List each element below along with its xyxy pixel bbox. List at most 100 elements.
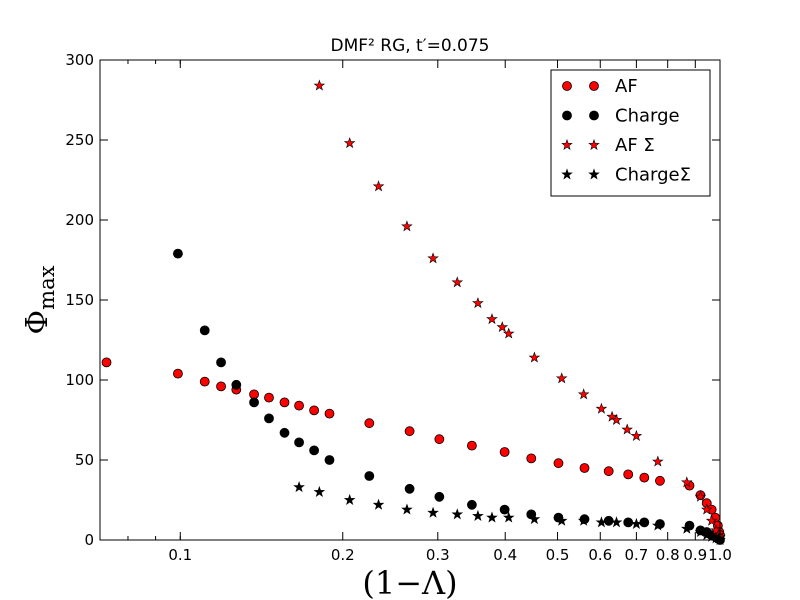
data-point (434, 434, 445, 445)
data-point (343, 137, 356, 149)
data-point (555, 514, 568, 526)
x-tick-label: 0.7 (624, 546, 648, 564)
legend: AF Charge AF Σ ChargeΣ (550, 69, 711, 197)
data-point (621, 423, 633, 435)
legend-entry: Charge (562, 106, 680, 127)
x-tick-label: 0.1 (168, 546, 192, 564)
y-axis-label-sub: max (35, 265, 59, 309)
data-point (705, 514, 718, 526)
data-point (313, 485, 326, 497)
data-point (324, 455, 335, 465)
data-point (309, 405, 320, 416)
data-point (216, 381, 226, 392)
y-tick-label: 200 (65, 211, 94, 229)
data-point (372, 498, 385, 510)
data-point (610, 516, 623, 528)
series-3 (293, 481, 726, 545)
data-point (603, 466, 614, 477)
legend-marker (588, 138, 600, 150)
x-tick-label: 0.9 (683, 546, 707, 564)
data-point (427, 506, 439, 518)
data-point (199, 376, 210, 387)
data-point (101, 357, 112, 368)
series-0 (101, 357, 725, 541)
data-point (595, 402, 608, 414)
data-point (652, 519, 664, 531)
legend-entries: AF Charge AF Σ ChargeΣ (561, 76, 691, 186)
data-point (467, 440, 477, 451)
data-point (630, 429, 643, 441)
data-point (528, 513, 541, 525)
data-point (279, 427, 290, 438)
data-point (427, 252, 439, 264)
data-point (294, 400, 304, 411)
data-point (681, 476, 693, 488)
legend-marker (562, 81, 572, 91)
data-point (364, 471, 375, 481)
x-tick-label: 1.0 (708, 546, 732, 564)
chart-title: DMF² RG, t′=0.075 (331, 36, 490, 56)
data-point (401, 503, 413, 515)
data-point (404, 483, 415, 494)
legend-marker (589, 110, 599, 121)
legend-entry: AF (562, 76, 638, 97)
data-point (595, 516, 608, 528)
data-point (577, 388, 590, 400)
y-tick-label: 250 (65, 131, 94, 149)
data-points (101, 79, 726, 545)
data-point (694, 490, 707, 502)
y-tick-label: 300 (65, 51, 94, 69)
legend-label: AF Σ (615, 135, 655, 156)
data-point (681, 522, 693, 534)
y-tick-label: 50 (75, 451, 94, 469)
data-point (579, 463, 590, 473)
legend-marker (589, 81, 599, 91)
data-point (372, 180, 385, 192)
data-point (486, 313, 498, 325)
data-point (502, 327, 515, 339)
legend-entry: AF Σ (561, 135, 655, 156)
data-point (173, 368, 183, 379)
data-point (173, 248, 183, 259)
y-tick-label: 150 (65, 291, 94, 309)
legend-marker (561, 138, 573, 150)
data-point (526, 453, 537, 464)
y-tick-label: 100 (65, 371, 94, 389)
data-point (623, 469, 634, 480)
legend-marker (562, 110, 572, 121)
x-tick-label: 0.4 (493, 546, 517, 564)
data-point (364, 418, 375, 429)
data-point (293, 481, 305, 493)
legend-entry: ChargeΣ (561, 165, 691, 186)
data-point (467, 499, 477, 510)
x-tick-label: 0.3 (426, 546, 450, 564)
data-point (700, 529, 713, 541)
data-point (343, 493, 356, 505)
data-point (655, 475, 665, 486)
data-point (401, 220, 413, 232)
data-point (309, 445, 320, 456)
data-point (499, 504, 510, 515)
data-point (216, 357, 226, 368)
data-point (639, 472, 650, 483)
data-point (555, 372, 568, 384)
data-point (472, 297, 484, 309)
data-point (694, 525, 707, 537)
data-point (630, 517, 643, 529)
data-point (610, 413, 623, 425)
data-point (451, 276, 464, 288)
data-point (499, 447, 510, 457)
data-point (553, 458, 564, 469)
x-tick-label: 0.6 (588, 546, 612, 564)
data-point (324, 408, 335, 419)
data-point (199, 325, 210, 336)
axis-ticks (100, 59, 721, 541)
series-2 (313, 79, 726, 542)
legend-marker (588, 168, 600, 180)
y-axis-label-main: Φ (20, 310, 55, 335)
data-point (451, 508, 464, 520)
data-point (264, 413, 274, 424)
legend-label: AF (615, 76, 638, 97)
data-point (700, 503, 713, 515)
